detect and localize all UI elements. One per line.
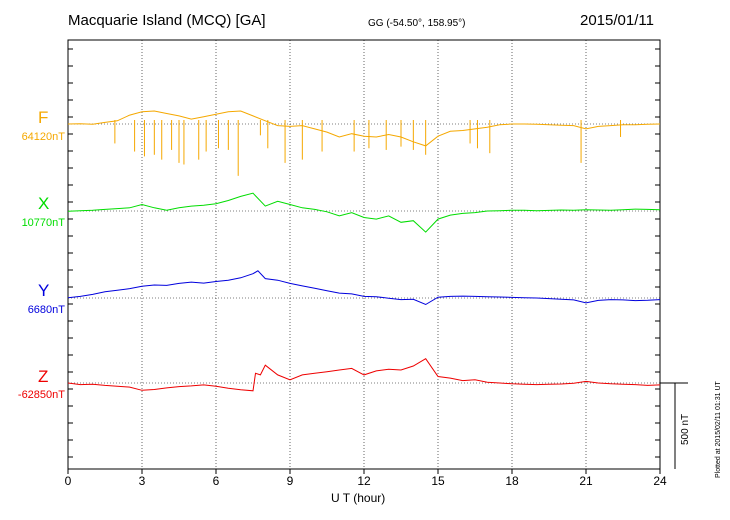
x-tick-label: 15 bbox=[431, 474, 445, 488]
x-tick-label: 21 bbox=[579, 474, 593, 488]
x-tick-label: 12 bbox=[357, 474, 371, 488]
x-tick-label: 3 bbox=[138, 474, 146, 488]
series-z-name: Z bbox=[38, 367, 49, 386]
x-axis-label: U T (hour) bbox=[331, 491, 386, 505]
plot-frame bbox=[67, 39, 661, 470]
x-tick-label: 9 bbox=[286, 474, 294, 488]
series-f-baseline-label: 64120nT bbox=[21, 131, 65, 143]
series-x-line bbox=[67, 192, 661, 233]
x-tick-label: 0 bbox=[64, 474, 72, 488]
series-f-line bbox=[67, 110, 661, 147]
series-z-baseline-label: -62850nT bbox=[17, 389, 65, 401]
scale-bar-label: 500 nT bbox=[680, 413, 691, 445]
series-y-name: Y bbox=[38, 281, 50, 300]
series-f-name: F bbox=[38, 108, 49, 127]
series-y-line bbox=[67, 270, 661, 306]
series-x-name: X bbox=[38, 194, 50, 213]
station-coordinates: GG (-54.50°, 158.95°) bbox=[368, 18, 466, 29]
x-tick-label: 6 bbox=[212, 474, 220, 488]
x-tick-label: 24 bbox=[653, 474, 667, 488]
series-z-line bbox=[67, 358, 661, 392]
plotted-timestamp: Plotted at 2015/02/11 01:31 UT bbox=[715, 381, 722, 478]
series-y-baseline-label: 6680nT bbox=[27, 304, 65, 316]
x-tick-label: 18 bbox=[505, 474, 519, 488]
page-title: Macquarie Island (MCQ) [GA] bbox=[68, 12, 266, 29]
plot-date: 2015/01/11 bbox=[580, 12, 654, 29]
series-x-baseline-label: 10770nT bbox=[21, 217, 65, 229]
